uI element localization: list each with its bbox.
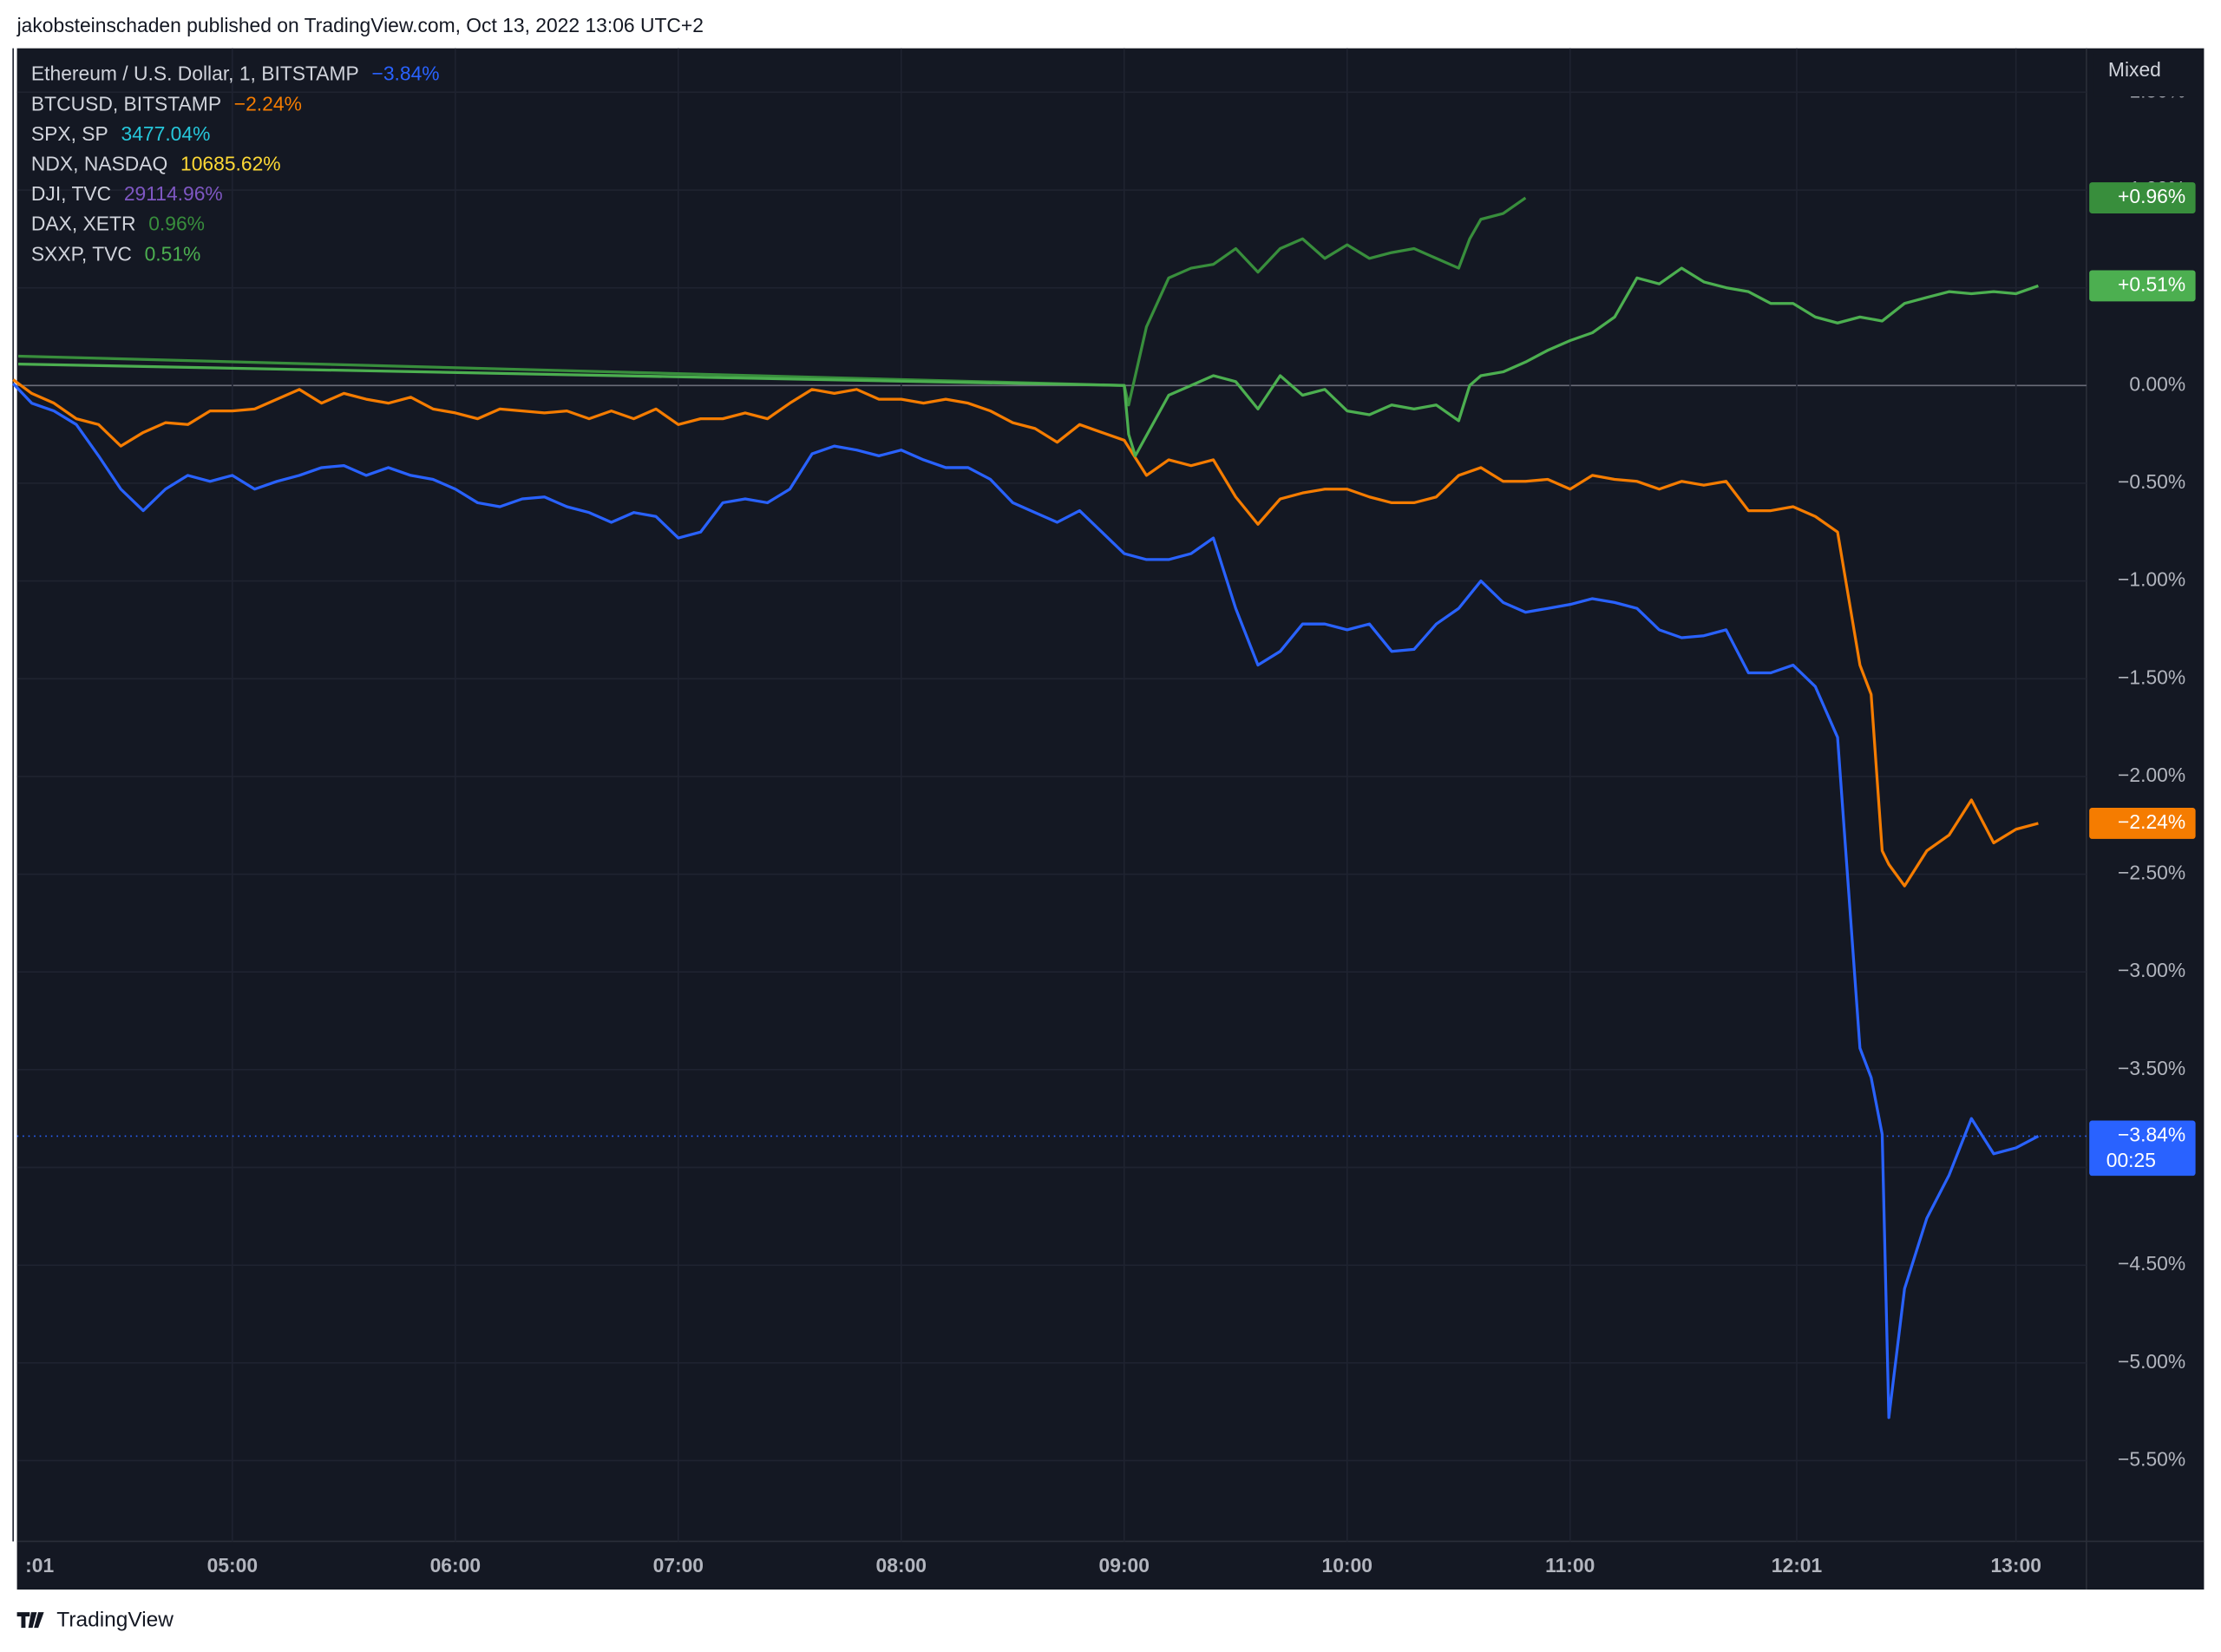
legend-entry: SPX, SP 3477.04% bbox=[31, 122, 210, 145]
y-tick-label: −2.50% bbox=[2118, 862, 2185, 884]
x-tick-label: 11:00 bbox=[1545, 1554, 1595, 1577]
x-tick-label: 08:00 bbox=[876, 1554, 927, 1577]
legend: Ethereum / U.S. Dollar, 1, BITSTAMP −3.84… bbox=[31, 62, 440, 266]
legend-value: 29114.96% bbox=[124, 182, 223, 205]
legend-value: 0.51% bbox=[145, 242, 201, 265]
y-tick-label: −3.50% bbox=[2118, 1057, 2185, 1079]
x-tick-label: 06:00 bbox=[430, 1554, 481, 1577]
chart-background bbox=[16, 48, 2205, 1590]
grid bbox=[12, 48, 2087, 1542]
legend-name: SPX, SP bbox=[31, 122, 108, 145]
series-line bbox=[12, 378, 2039, 888]
price-badge bbox=[2089, 270, 2196, 302]
y-tick-label: −5.50% bbox=[2118, 1447, 2185, 1470]
series-line bbox=[18, 266, 2039, 458]
y-tick-label: −5.00% bbox=[2118, 1350, 2185, 1373]
footer-logo: TradingView bbox=[16, 1608, 174, 1631]
x-tick-label: 12:01 bbox=[1772, 1554, 1823, 1577]
y-tick-label: 0.00% bbox=[2129, 372, 2185, 395]
x-tick-label: 10:00 bbox=[1322, 1554, 1373, 1577]
legend-name: BTCUSD, BITSTAMP bbox=[31, 92, 221, 115]
legend-entry: SXXP, TVC 0.51% bbox=[31, 242, 200, 265]
series-line bbox=[18, 196, 1527, 407]
x-tick-label: 13:00 bbox=[1990, 1554, 2041, 1577]
x-tick-label: 05:00 bbox=[207, 1554, 258, 1577]
legend-entry: Ethereum / U.S. Dollar, 1, BITSTAMP −3.84… bbox=[31, 62, 440, 85]
legend-value: −3.84% bbox=[372, 62, 440, 85]
price-badge-label: −2.24% bbox=[2118, 810, 2185, 833]
scale-label-bg bbox=[2093, 54, 2198, 97]
footer-brand: TradingView bbox=[56, 1608, 174, 1631]
y-tick-label: −0.50% bbox=[2118, 470, 2185, 493]
y-tick-label: −4.50% bbox=[2118, 1252, 2185, 1275]
legend-entry: BTCUSD, BITSTAMP −2.24% bbox=[31, 92, 302, 115]
countdown-label: 00:25 bbox=[2106, 1149, 2156, 1171]
price-badge bbox=[2089, 182, 2196, 213]
legend-entry: DJI, TVC 29114.96% bbox=[31, 182, 223, 205]
plot bbox=[11, 196, 2087, 1419]
legend-value: 0.96% bbox=[148, 213, 205, 235]
price-badges: −3.84% 00:25 −2.24% +0.96% +0.51% bbox=[2089, 182, 2196, 1177]
y-tick-label: −2.00% bbox=[2118, 764, 2185, 786]
x-tick-label: :01 bbox=[25, 1554, 54, 1577]
x-tick-label: 09:00 bbox=[1099, 1554, 1150, 1577]
y-tick-label: −1.00% bbox=[2118, 568, 2185, 591]
logo-icon bbox=[16, 1612, 44, 1629]
legend-name: Ethereum / U.S. Dollar, 1, BITSTAMP bbox=[31, 62, 359, 85]
legend-name: DAX, XETR bbox=[31, 213, 136, 235]
price-badge bbox=[2089, 808, 2196, 839]
x-tick-label: 07:00 bbox=[653, 1554, 704, 1577]
series-line bbox=[11, 382, 2040, 1419]
price-badge-label: +0.51% bbox=[2118, 272, 2185, 295]
legend-entry: DAX, XETR 0.96% bbox=[31, 213, 205, 235]
legend-name: NDX, NASDAQ bbox=[31, 153, 167, 175]
header: jakobsteinschaden published on TradingVi… bbox=[16, 14, 704, 36]
legend-value: 3477.04% bbox=[121, 122, 211, 145]
legend-name: DJI, TVC bbox=[31, 182, 111, 205]
legend-name: SXXP, TVC bbox=[31, 242, 132, 265]
y-tick-label: −1.50% bbox=[2118, 665, 2185, 688]
price-badge-label: +0.96% bbox=[2118, 185, 2185, 207]
scale-mode: Mixed bbox=[2108, 58, 2161, 81]
price-badge bbox=[2089, 1120, 2196, 1177]
legend-value: −2.24% bbox=[234, 92, 302, 115]
y-tick-label: −3.00% bbox=[2118, 959, 2185, 981]
price-badge-label: −3.84% bbox=[2118, 1123, 2185, 1145]
legend-value: 10685.62% bbox=[180, 153, 281, 175]
legend-entry: NDX, NASDAQ 10685.62% bbox=[31, 153, 281, 175]
